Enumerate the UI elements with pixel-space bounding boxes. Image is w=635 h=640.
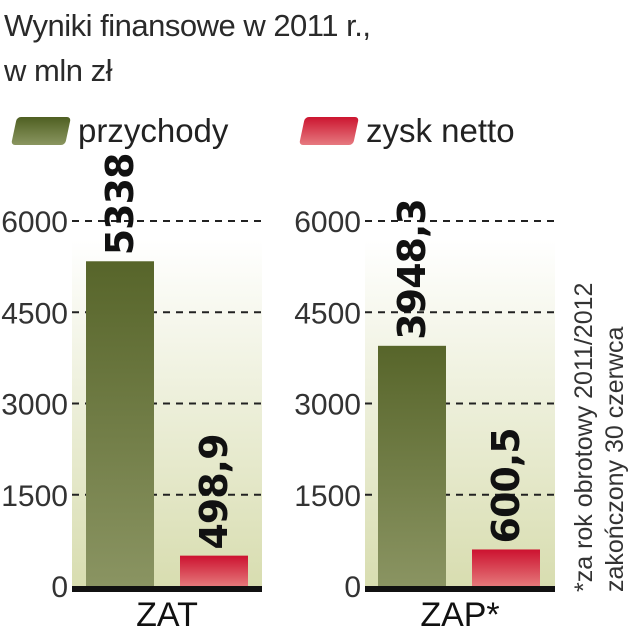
y-tick-label: 1500 <box>1 480 68 513</box>
y-tick-label: 6000 <box>294 206 361 239</box>
category-label: ZAP* <box>420 596 499 634</box>
y-tick-label: 3000 <box>294 389 361 422</box>
chart-title-line1: Wyniki finansowe w 2011 r., <box>4 8 371 43</box>
legend-item-zysk-netto: zysk netto <box>299 112 515 150</box>
data-label: 600,5 <box>484 428 528 543</box>
legend-item-przychody: przychody <box>11 112 229 150</box>
bar-zysk-netto-ZAP <box>472 549 540 586</box>
bar-zysk-netto-ZAT <box>180 555 248 586</box>
y-tick-label: 6000 <box>1 206 68 239</box>
category-label: ZAT <box>136 596 198 634</box>
y-tick-label: 0 <box>51 571 68 604</box>
bar-przychody-ZAP <box>378 345 446 586</box>
bar-przychody-ZAT <box>86 261 154 586</box>
data-label: 3948,3 <box>390 199 434 340</box>
y-tick-label: 4500 <box>294 297 361 330</box>
x-axis-baseline <box>365 586 555 592</box>
y-tick-label: 0 <box>344 571 361 604</box>
data-label: 5338 <box>98 154 142 256</box>
x-axis-baseline <box>72 586 262 592</box>
footnote-line1: *za rok obrotowy 2011/2012 <box>570 283 598 592</box>
chart-title-line2: w mln zł <box>4 53 112 88</box>
footnote-line2: zakończony 30 czerwca <box>601 326 629 592</box>
legend-label-przychody: przychody <box>78 112 229 149</box>
y-tick-label: 3000 <box>1 389 68 422</box>
data-label: 498,9 <box>192 434 236 549</box>
y-tick-label: 1500 <box>294 480 361 513</box>
y-tick-label: 4500 <box>1 297 68 330</box>
legend-label-zysk-netto: zysk netto <box>366 112 515 149</box>
